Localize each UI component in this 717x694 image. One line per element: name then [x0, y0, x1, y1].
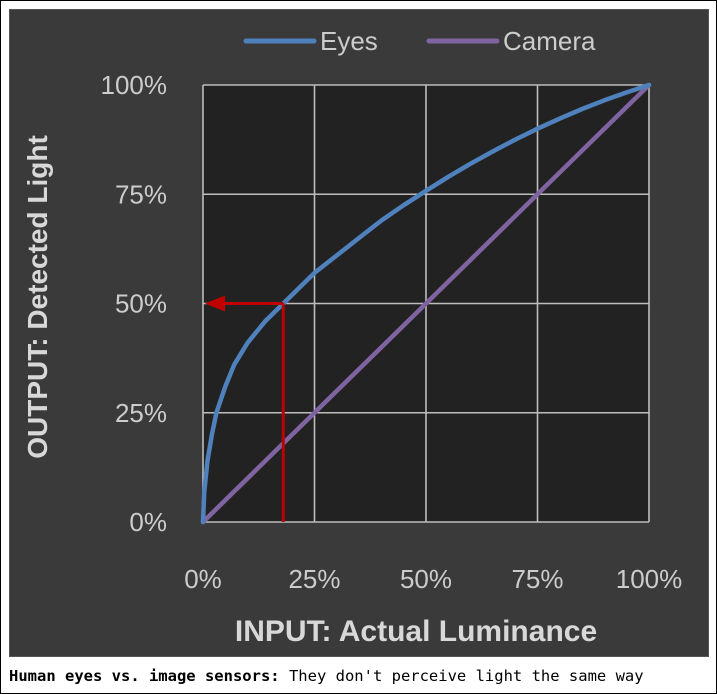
x-tick-label: 50%	[400, 564, 452, 594]
caption-text: They don't perceive light the same way	[279, 667, 644, 685]
y-tick-label: 0%	[129, 507, 167, 537]
x-tick-label: 0%	[184, 564, 222, 594]
luminance-chart: 0% 25% 50% 75% 100% 0% 25% 50% 75% 100% Eyes Came…	[22, 26, 682, 648]
y-tick-label: 25%	[115, 398, 167, 428]
y-axis-label: OUTPUT: Detected Light	[22, 135, 53, 459]
x-tick-label: 75%	[511, 564, 563, 594]
annotation-arrow	[205, 295, 285, 522]
y-axis-label-rest: Detected Light	[22, 135, 53, 337]
legend-label-eyes: Eyes	[320, 26, 378, 56]
annotation-arrowhead	[205, 295, 225, 312]
x-tick-label: 25%	[288, 564, 340, 594]
x-tick-labels: 0% 25% 50% 75% 100%	[184, 564, 682, 594]
figure-caption: Human eyes vs. image sensors: They don't…	[9, 661, 709, 691]
x-axis-label-bold: INPUT:	[235, 615, 332, 648]
x-tick-label: 100%	[616, 564, 683, 594]
y-tick-label: 50%	[115, 289, 167, 319]
series-line-camera	[200, 82, 652, 525]
y-axis-label-bold: OUTPUT:	[22, 337, 53, 458]
y-tick-label: 75%	[115, 179, 167, 209]
legend-label-camera: Camera	[503, 26, 596, 56]
x-axis-label-rest: Actual Luminance	[332, 615, 598, 648]
caption-bold: Human eyes vs. image sensors:	[9, 667, 280, 685]
y-tick-labels: 0% 25% 50% 75% 100%	[101, 70, 168, 537]
series-lines	[200, 82, 652, 525]
x-axis-label: INPUT: Actual Luminance	[235, 615, 597, 648]
series-line-eyes	[200, 82, 652, 525]
legend: Eyes Camera	[243, 26, 596, 56]
y-tick-label: 100%	[101, 70, 168, 100]
